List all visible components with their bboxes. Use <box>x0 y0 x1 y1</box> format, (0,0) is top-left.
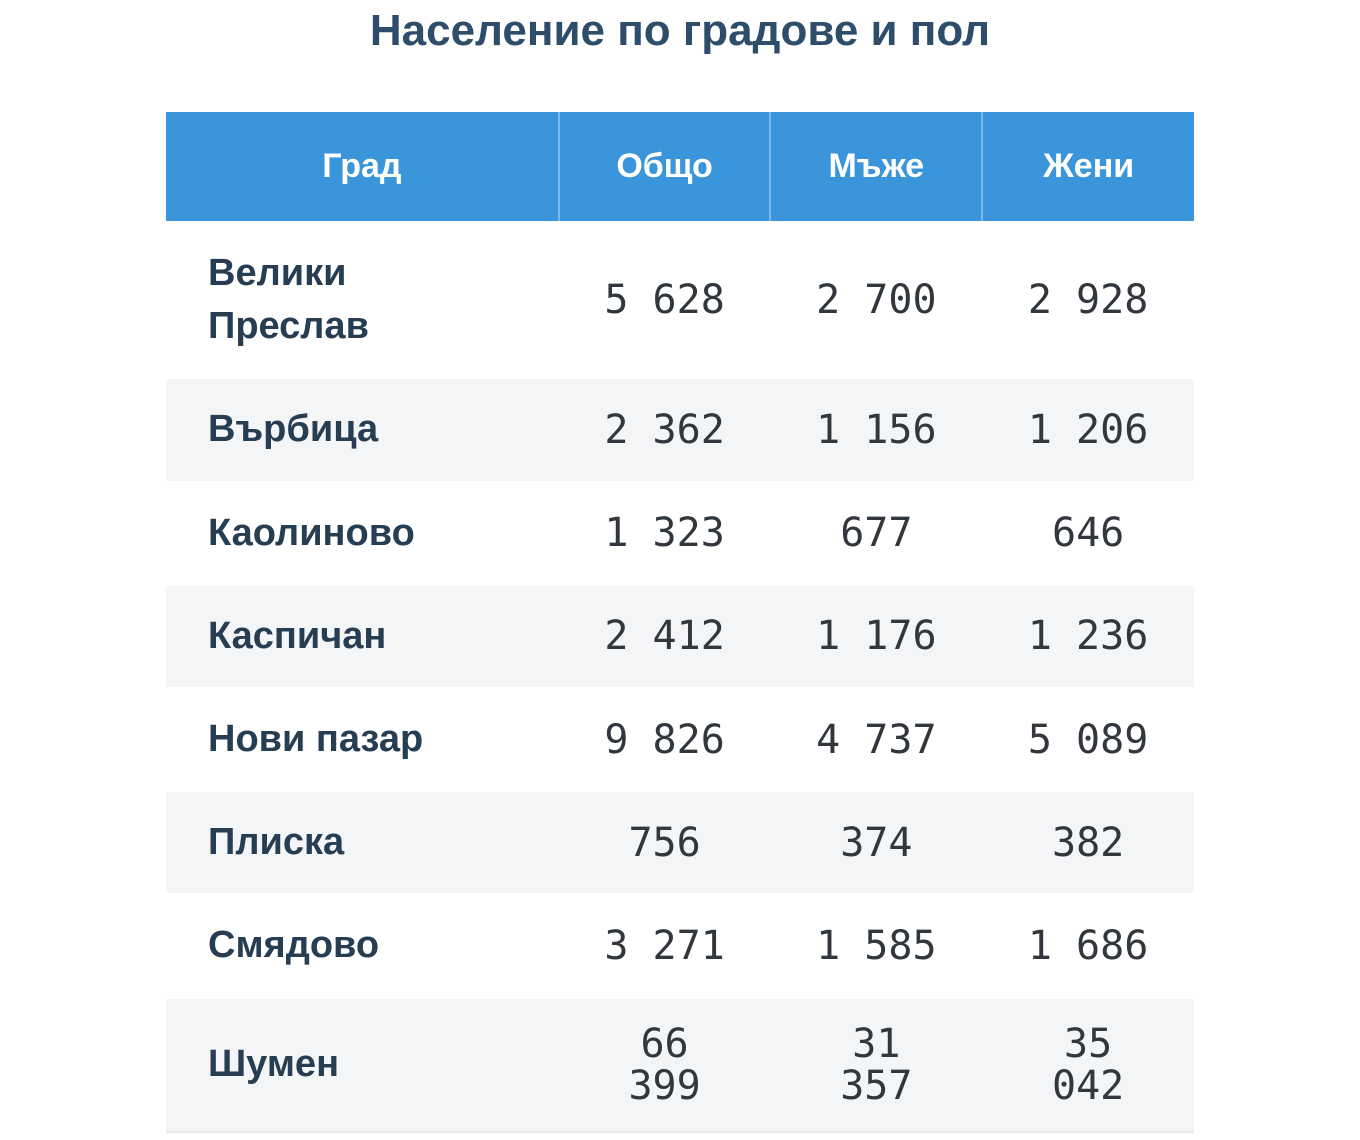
table-row: Нови пазар 9 826 4 737 5 089 <box>166 687 1194 793</box>
total-cell: 1 323 <box>558 481 771 586</box>
men-value: 1 156 <box>816 406 937 453</box>
column-header-city: Град <box>166 112 559 223</box>
city-cell: Плиска <box>166 791 559 896</box>
city-name: Каолиново <box>208 511 415 554</box>
women-cell: 1 686 <box>982 894 1194 999</box>
total-value: 5 628 <box>604 277 725 324</box>
men-value: 374 <box>840 819 913 866</box>
total-value: 3 271 <box>604 922 725 969</box>
women-value: 1 236 <box>1027 613 1149 660</box>
column-header-total: Общо <box>557 112 771 223</box>
women-cell: 35 042 <box>982 997 1194 1133</box>
city-cell: Смядово <box>166 894 559 999</box>
women-cell: 1 206 <box>982 378 1194 483</box>
men-value: 1 176 <box>816 613 937 660</box>
men-cell: 374 <box>770 791 983 896</box>
men-value: 677 <box>840 510 913 557</box>
table-row: Каспичан 2 412 1 176 1 236 <box>166 584 1194 689</box>
city-cell: Шумен <box>166 997 559 1133</box>
women-value: 1 686 <box>1027 922 1149 969</box>
total-cell: 66 399 <box>558 997 771 1133</box>
total-value: 1 323 <box>604 510 725 557</box>
men-cell: 2 700 <box>770 222 983 380</box>
page-title: Население по градове и пол <box>369 6 991 55</box>
women-cell: 1 236 <box>982 584 1194 689</box>
men-value: 31 357 <box>840 1020 913 1109</box>
women-value: 1 206 <box>1027 406 1149 453</box>
city-name: Шумен <box>208 1042 340 1085</box>
men-cell: 31 357 <box>770 997 983 1133</box>
women-value: 2 928 <box>1027 277 1149 324</box>
table-row: Велики Преслав 5 628 2 700 2 928 <box>166 222 1194 380</box>
total-cell: 5 628 <box>558 222 771 380</box>
men-cell: 1 176 <box>770 584 983 689</box>
city-cell: Велики Преслав <box>166 222 559 380</box>
men-cell: 1 585 <box>770 894 983 999</box>
women-cell: 5 089 <box>982 687 1194 793</box>
total-cell: 2 412 <box>558 584 771 689</box>
table-row: Смядово 3 271 1 585 1 686 <box>166 894 1194 999</box>
women-cell: 382 <box>982 791 1194 896</box>
table-row: Върбица 2 362 1 156 1 206 <box>166 378 1194 483</box>
total-value: 2 362 <box>604 406 725 453</box>
total-value: 2 412 <box>604 613 725 660</box>
men-value: 2 700 <box>816 277 937 324</box>
total-cell: 2 362 <box>558 378 771 483</box>
city-cell: Каспичан <box>166 584 559 689</box>
population-table: Град Общо Мъже Жени Велики Преслав 5 628… <box>166 112 1194 1133</box>
total-value: 756 <box>628 819 701 866</box>
city-name: Нови пазар <box>208 717 424 760</box>
women-value: 35 042 <box>1051 1020 1125 1109</box>
city-name: Върбица <box>208 408 379 451</box>
men-value: 1 585 <box>816 922 937 969</box>
total-value: 9 826 <box>604 716 725 763</box>
table-row: Шумен 66 399 31 357 35 042 <box>166 997 1194 1133</box>
city-name: Плиска <box>208 821 345 864</box>
table-header: Град Общо Мъже Жени <box>166 112 1194 223</box>
column-header-women: Жени <box>981 112 1194 223</box>
city-name: Смядово <box>208 924 380 967</box>
women-value: 382 <box>1051 819 1125 866</box>
women-cell: 646 <box>982 481 1194 586</box>
total-value: 66 399 <box>628 1020 701 1109</box>
men-cell: 4 737 <box>770 687 983 793</box>
city-cell: Нови пазар <box>166 687 559 793</box>
table-row: Каолиново 1 323 677 646 <box>166 481 1194 586</box>
total-cell: 756 <box>558 791 771 896</box>
column-header-men: Мъже <box>769 112 983 223</box>
table-row: Плиска 756 374 382 <box>166 791 1194 896</box>
header-row: Град Общо Мъже Жени <box>166 112 1194 223</box>
women-value: 646 <box>1051 510 1125 557</box>
men-cell: 677 <box>770 481 983 586</box>
city-name: Каспичан <box>208 614 387 657</box>
total-cell: 9 826 <box>558 687 771 793</box>
women-value: 5 089 <box>1027 716 1149 763</box>
city-cell: Върбица <box>166 378 559 483</box>
total-cell: 3 271 <box>558 894 771 999</box>
city-cell: Каолиново <box>166 481 559 586</box>
men-value: 4 737 <box>816 716 937 763</box>
women-cell: 2 928 <box>982 222 1194 380</box>
men-cell: 1 156 <box>770 378 983 483</box>
city-name: Велики Преслав <box>208 252 369 348</box>
